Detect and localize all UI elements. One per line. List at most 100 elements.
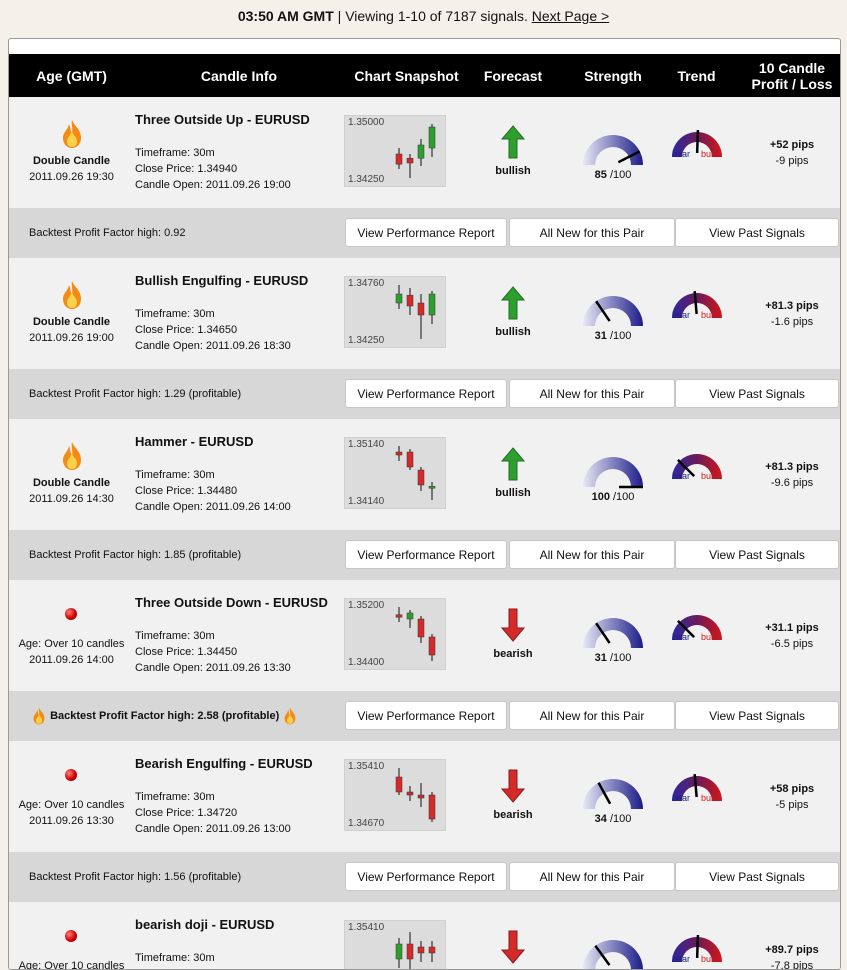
candle-open: Candle Open: 2011.09.26 14:00 xyxy=(135,501,291,513)
profit-loss: +52 pips -9 pips xyxy=(744,97,840,208)
signal-row: Age: Over 10 candles 2011.09.26 13:30 Bear… xyxy=(9,741,840,852)
close-price: Close Price: 1.34650 xyxy=(135,324,238,336)
signal-row: Double Candle 2011.09.26 14:30 Hammer - EU… xyxy=(9,419,840,530)
chart-high-price: 1.35000 xyxy=(348,117,385,128)
flame-icon xyxy=(31,707,47,725)
backtest-row: Backtest Profit Factor high: 1.85 (profi… xyxy=(9,530,840,580)
view-past-signals-button[interactable]: View Past Signals xyxy=(675,218,839,247)
forecast-label: bearish xyxy=(493,809,533,821)
close-price: Close Price: 1.34450 xyxy=(135,646,238,658)
close-price: Close Price: 1.34720 xyxy=(135,807,238,819)
backtest-profit-factor: Backtest Profit Factor high: 1.85 (profi… xyxy=(29,549,242,561)
trend: bear bull xyxy=(664,258,728,369)
view-performance-report-button[interactable]: View Performance Report xyxy=(345,862,507,891)
backtest-profit-factor: Backtest Profit Factor high: 2.58 (profi… xyxy=(31,707,298,725)
age-label: Age: Over 10 candles xyxy=(18,799,125,811)
table-header: Age (GMT) Candle Info Chart Snapshot For… xyxy=(9,54,840,97)
pattern-title: bearish doji - EURUSD xyxy=(135,917,275,932)
candle-open: Candle Open: 2011.09.26 13:00 xyxy=(135,823,291,835)
trend: bear bull xyxy=(664,580,728,691)
chart-snapshot[interactable]: 1.35410 1.34670 xyxy=(344,759,446,831)
timeframe: Timeframe: 30m xyxy=(135,308,215,320)
pattern-title: Bearish Engulfing - EURUSD xyxy=(135,756,313,771)
loss-pips: -9.6 pips xyxy=(770,477,814,489)
svg-text:bear: bear xyxy=(672,310,690,320)
strength: 100 /100 xyxy=(564,419,662,530)
col-chart-snapshot: Chart Snapshot xyxy=(354,67,459,84)
forecast: bearish xyxy=(464,580,562,691)
chart-snapshot[interactable]: 1.35000 1.34250 xyxy=(344,115,446,187)
view-performance-report-button[interactable]: View Performance Report xyxy=(345,701,507,730)
chart-low-price: 1.34400 xyxy=(348,657,385,668)
loss-pips: -6.5 pips xyxy=(770,638,814,650)
view-performance-report-button[interactable]: View Performance Report xyxy=(345,540,507,569)
current-time: 03:50 AM GMT xyxy=(237,8,334,24)
loss-pips: -7.8 pips xyxy=(770,960,814,970)
all-new-for-pair-button[interactable]: All New for this Pair xyxy=(509,540,675,569)
view-past-signals-button[interactable]: View Past Signals xyxy=(675,540,839,569)
timeframe: Timeframe: 30m xyxy=(135,147,215,159)
age-label: Age: Over 10 candles xyxy=(18,960,125,970)
chart-snapshot[interactable]: 1.35410 xyxy=(344,920,446,969)
timeframe: Timeframe: 30m xyxy=(135,952,215,964)
view-performance-report-button[interactable]: View Performance Report xyxy=(345,379,507,408)
backtest-profit-factor: Backtest Profit Factor high: 1.29 (profi… xyxy=(29,388,242,400)
signal-row: Double Candle 2011.09.26 19:30 Three Outsi… xyxy=(9,97,840,208)
strength-value: 31 /100 xyxy=(564,652,662,664)
loss-pips: -9 pips xyxy=(775,155,809,167)
view-past-signals-button[interactable]: View Past Signals xyxy=(675,862,839,891)
all-new-for-pair-button[interactable]: All New for this Pair xyxy=(509,701,675,730)
age-label: Double Candle xyxy=(32,155,110,167)
svg-text:bull: bull xyxy=(701,149,715,159)
backtest-profit-factor: Backtest Profit Factor high: 0.92 xyxy=(29,227,186,239)
chart-snapshot[interactable]: 1.35200 1.34400 xyxy=(344,598,446,670)
forecast-label: bearish xyxy=(493,648,533,660)
strength-score: 34 xyxy=(594,813,607,825)
chart-snapshot[interactable]: 1.34760 1.34250 xyxy=(344,276,446,348)
chart-low-price: 1.34250 xyxy=(348,174,385,185)
red-dot-icon xyxy=(65,608,77,620)
candle-info: Bearish Engulfing - EURUSD Timeframe: 30m… xyxy=(135,741,345,852)
forecast: bullish xyxy=(464,97,562,208)
strength-total: /100 xyxy=(606,813,632,825)
profit-pips: +52 pips xyxy=(769,139,815,151)
strength-total: /100 xyxy=(606,169,632,181)
view-past-signals-button[interactable]: View Past Signals xyxy=(675,379,839,408)
backtest-row: Backtest Profit Factor high: 2.58 (profi… xyxy=(9,691,840,741)
top-status-bar: 03:50 AM GMT | Viewing 1-10 of 7187 sign… xyxy=(0,0,847,32)
svg-text:bear: bear xyxy=(672,471,690,481)
age-time: 2011.09.26 19:30 xyxy=(29,171,114,183)
chart-snapshot[interactable]: 1.35140 1.34140 xyxy=(344,437,446,509)
backtest-row: Backtest Profit Factor high: 0.92 View Pe… xyxy=(9,208,840,258)
all-new-for-pair-button[interactable]: All New for this Pair xyxy=(509,379,675,408)
profit-pips: +31.1 pips xyxy=(765,622,819,634)
age-label: Double Candle xyxy=(32,316,110,328)
age-time: 2011.09.26 19:00 xyxy=(29,332,114,344)
pattern-title: Bullish Engulfing - EURUSD xyxy=(135,273,309,288)
age-time: 2011.09.26 14:00 xyxy=(29,654,114,666)
view-past-signals-button[interactable]: View Past Signals xyxy=(675,701,839,730)
chart-low-price: 1.34140 xyxy=(348,496,385,507)
profit-pips: +58 pips xyxy=(769,783,815,795)
chart-low-price: 1.34670 xyxy=(348,818,385,829)
chart-low-price: 1.34250 xyxy=(348,335,385,346)
col-trend: Trend xyxy=(677,67,716,84)
view-performance-report-button[interactable]: View Performance Report xyxy=(345,218,507,247)
viewing-count: | Viewing 1-10 of 7187 signals. xyxy=(333,8,532,24)
svg-text:bear: bear xyxy=(672,149,690,159)
all-new-for-pair-button[interactable]: All New for this Pair xyxy=(509,862,675,891)
candle-info: Hammer - EURUSD Timeframe: 30m Close Price… xyxy=(135,419,345,530)
chart-high-price: 1.34760 xyxy=(348,278,385,289)
strength-score: 31 xyxy=(594,330,607,342)
backtest-row: Backtest Profit Factor high: 1.56 (profi… xyxy=(9,852,840,902)
profit-pips: +89.7 pips xyxy=(765,944,819,956)
strength: 34 /100 xyxy=(564,741,662,852)
svg-text:bear: bear xyxy=(672,954,690,964)
strength-total: /100 xyxy=(609,491,635,503)
next-page-link[interactable]: Next Page > xyxy=(531,8,610,24)
col-profit-loss-line1: 10 Candle xyxy=(758,59,826,76)
loss-pips: -1.6 pips xyxy=(770,316,814,328)
trend: bear bull xyxy=(664,97,728,208)
all-new-for-pair-button[interactable]: All New for this Pair xyxy=(509,218,675,247)
forecast: bearish xyxy=(464,741,562,852)
